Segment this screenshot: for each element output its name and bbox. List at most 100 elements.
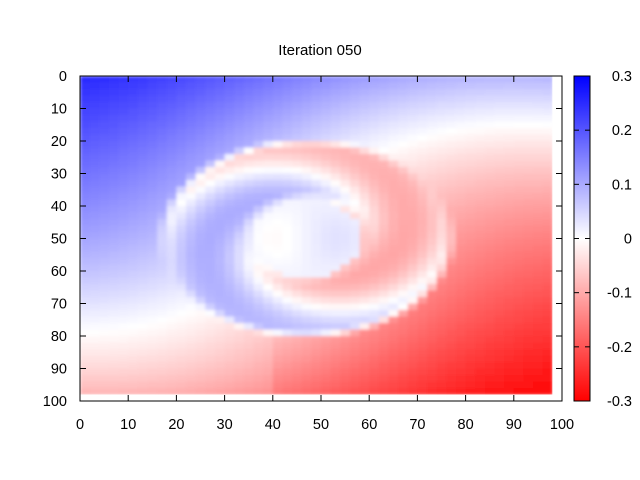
heat-cell: [484, 212, 496, 220]
heat-cell: [205, 388, 216, 395]
heat-cell: [99, 89, 110, 97]
heat-cell: [272, 284, 284, 292]
heat-cell: [330, 128, 341, 136]
heat-cell: [243, 264, 255, 272]
heat-cell: [513, 342, 525, 350]
heat-cell: [475, 349, 486, 357]
heat-cell: [465, 141, 476, 149]
heat-cell: [378, 303, 390, 311]
heat-cell: [214, 297, 226, 305]
heat-cell: [263, 147, 274, 155]
heat-cell: [417, 173, 428, 181]
heat-cell: [282, 134, 293, 142]
heat-cell: [427, 167, 438, 175]
heat-cell: [330, 225, 341, 233]
heat-cell: [128, 238, 139, 246]
heat-cell: [253, 115, 264, 123]
heat-cell: [263, 212, 274, 220]
heat-cell: [99, 232, 110, 240]
heat-cell: [398, 82, 409, 90]
heat-cell: [446, 206, 457, 214]
heat-cell: [369, 342, 380, 350]
y-tick-label: 50: [51, 232, 67, 248]
heat-cell: [407, 128, 418, 136]
heat-cell: [436, 193, 447, 201]
heat-cell: [99, 206, 110, 214]
heat-cell: [224, 290, 235, 298]
heat-cell: [369, 375, 380, 383]
heat-cell: [369, 388, 380, 395]
heat-cell: [301, 310, 312, 318]
heat-cell: [484, 245, 496, 253]
heat-cell: [494, 297, 505, 305]
heat-cell: [214, 115, 226, 123]
heat-cell: [513, 225, 525, 233]
heat-cell: [186, 375, 197, 383]
heat-cell: [475, 115, 486, 123]
heat-cell: [388, 95, 399, 103]
colorbar-tick-label: -0.1: [607, 286, 632, 302]
heat-cell: [234, 199, 245, 207]
heat-cell: [417, 141, 428, 149]
heat-cell: [263, 284, 274, 292]
heat-cell: [321, 310, 332, 318]
heat-cell: [128, 258, 139, 266]
heat-cell: [176, 186, 187, 194]
heat-cell: [427, 121, 438, 129]
heat-cell: [465, 375, 476, 383]
heat-cell: [301, 258, 312, 266]
heat-cell: [253, 375, 264, 383]
heat-cell: [118, 95, 129, 103]
heat-cell: [292, 290, 303, 298]
heat-cell: [407, 82, 418, 90]
heat-cell: [513, 290, 525, 298]
heat-cell: [417, 284, 428, 292]
heat-cell: [234, 89, 245, 97]
heat-cell: [330, 349, 341, 357]
heat-cell: [205, 108, 216, 116]
heat-cell: [475, 219, 486, 227]
heat-cell: [157, 284, 168, 292]
heat-cell: [523, 349, 534, 357]
heat-cell: [80, 284, 91, 292]
heat-cell: [195, 342, 206, 350]
heat-cell: [455, 167, 467, 175]
heat-cell: [282, 180, 293, 188]
heat-cell: [349, 323, 361, 331]
heat-cell: [388, 154, 399, 162]
heat-cell: [436, 95, 447, 103]
heat-cell: [533, 102, 544, 110]
heat-cell: [272, 381, 284, 389]
heat-cell: [436, 199, 447, 207]
heat-cell: [263, 160, 274, 168]
heat-cell: [340, 375, 351, 383]
heat-cell: [253, 193, 264, 201]
heat-cell: [272, 115, 284, 123]
heat-cell: [176, 167, 187, 175]
heat-cell: [147, 167, 158, 175]
heat-cell: [137, 258, 149, 266]
heat-cell: [340, 115, 351, 123]
heat-cell: [455, 115, 467, 123]
heat-cell: [340, 128, 351, 136]
heat-cell: [224, 76, 235, 84]
heat-cell: [263, 180, 274, 188]
colorbar-tick-label: 0: [624, 232, 632, 248]
heat-cell: [89, 134, 100, 142]
heat-cell: [176, 310, 187, 318]
heat-cell: [504, 310, 515, 318]
heat-cell: [234, 102, 245, 110]
heat-cell: [523, 238, 534, 246]
heat-cell: [166, 154, 177, 162]
heat-cell: [465, 167, 476, 175]
heat-cell: [253, 160, 264, 168]
heat-cell: [388, 245, 399, 253]
heat-cell: [263, 349, 274, 357]
heat-cell: [513, 375, 525, 383]
heat-cell: [523, 141, 534, 149]
heat-cell: [340, 160, 351, 168]
heat-cell: [436, 297, 447, 305]
heat-cell: [282, 271, 293, 279]
heat-cell: [214, 154, 226, 162]
heat-cell: [186, 82, 197, 90]
